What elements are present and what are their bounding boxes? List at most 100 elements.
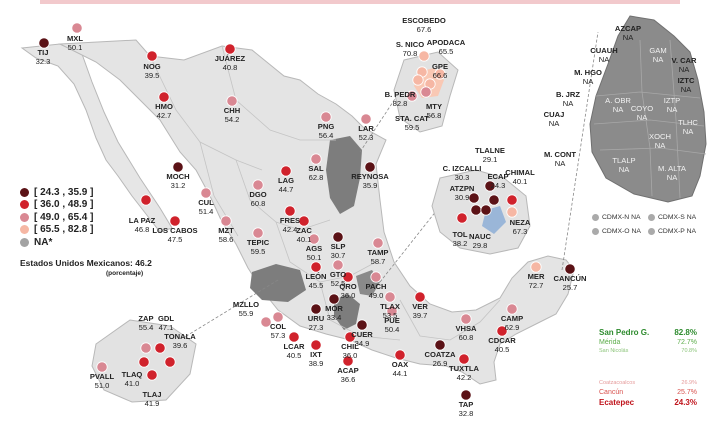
city-marker-cuer	[356, 319, 368, 331]
city-marker-los-cabos	[169, 215, 181, 227]
city-marker-dgo	[252, 179, 264, 191]
borough-value: NA	[682, 127, 694, 136]
city-label-b-pedr: B. PEDR 82.8	[385, 90, 416, 108]
city-label-ags: AGS 50.1	[306, 244, 322, 262]
city-marker-nog	[146, 50, 158, 62]
city-value: 33.4	[326, 313, 342, 322]
cdmx-zone-item: CDMX-S NA	[648, 214, 696, 221]
city-name: MZLLO	[232, 300, 260, 309]
legend-item: [ 36.0 , 48.9 ]	[20, 199, 93, 212]
city-label-la-paz: LA PAZ 46.8	[129, 216, 156, 234]
city-marker-neza	[506, 206, 518, 218]
city-value: 56.8	[426, 111, 442, 120]
city-label-mor: MOR 33.4	[325, 304, 343, 322]
city-marker-pvall	[96, 361, 108, 373]
zone-swatch	[592, 214, 599, 221]
city-label-col: COL 57.3	[270, 322, 286, 340]
city-value: 50.4	[384, 325, 400, 334]
city-label-oax: OAX 44.1	[392, 360, 408, 378]
city-label-tamp: TAMP 58.7	[368, 248, 389, 266]
legend-swatch	[20, 237, 29, 247]
city-marker-chh	[226, 95, 238, 107]
city-name: NAUC	[469, 232, 491, 241]
cdmx-label-b-jrz: B. JRZ NA	[556, 90, 580, 108]
na-region-northeast	[326, 136, 362, 214]
borough-name: M. CONT	[543, 150, 577, 159]
city-marker-canc-n	[564, 263, 576, 275]
city-label-coatza: COATZA 26.9	[424, 350, 455, 368]
city-value: 36.6	[340, 375, 356, 384]
cdmx-borders	[593, 39, 707, 199]
city-value: 57.3	[270, 331, 286, 340]
city-name: HMO	[155, 102, 173, 111]
city-name: LA PAZ	[128, 216, 156, 225]
cdmx-zone-item: CDMX-O NA	[592, 228, 641, 235]
city-value: 30.7	[330, 251, 346, 260]
city-label-apodaca: APODACA 65.5	[427, 38, 465, 56]
city-value: 65.5	[438, 47, 454, 56]
city-label-chil: CHIL 36.0	[341, 342, 359, 360]
borough-value: NA	[666, 173, 678, 182]
zone-swatch	[592, 228, 599, 235]
city-value: 35.9	[362, 181, 378, 190]
city-name: MOCH	[166, 172, 190, 181]
city-name: MXL	[66, 34, 84, 43]
city-marker-slp	[332, 231, 344, 243]
city-label-lcar: LCAR 40.5	[283, 342, 304, 360]
city-marker-tuxtla	[458, 353, 470, 365]
city-label-gdl: GDL 47.1	[158, 314, 174, 332]
city-label-hmo: HMO 42.7	[155, 102, 173, 120]
city-name: TAP	[458, 400, 474, 409]
city-value: 29.8	[472, 241, 488, 250]
city-label-pue: PUE 50.4	[384, 316, 400, 334]
city-name: TONALA	[164, 332, 196, 341]
city-value: 42.7	[156, 111, 172, 120]
cdmx-zone-item: CDMX-P NA	[648, 228, 696, 235]
city-marker-gdl	[154, 342, 166, 354]
city-label-ecap: ECAP 24.3	[487, 172, 508, 190]
borough-name: M. HGO	[574, 68, 602, 77]
city-value: 44.1	[392, 369, 408, 378]
city-label-sal: SAL 62.8	[308, 164, 323, 182]
city-name: CDCAR	[488, 336, 516, 345]
city-marker-png	[320, 111, 332, 123]
city-label-ixt: IXT 38.9	[309, 350, 324, 368]
city-value: 51.0	[94, 381, 110, 390]
city-name: GPE	[431, 62, 449, 71]
city-value: 25.7	[562, 283, 578, 292]
ranking-row: Ecatepec 24.3%	[596, 398, 700, 408]
city-value: 50.1	[67, 43, 83, 52]
city-marker-qro	[342, 271, 354, 283]
city-marker-moch	[172, 161, 184, 173]
zone-label: CDMX-O NA	[602, 228, 641, 235]
legend-label: NA*	[34, 236, 53, 248]
city-name: LCAR	[283, 342, 305, 351]
borough-name: IZTC	[677, 76, 695, 85]
city-name: MTY	[425, 102, 443, 111]
city-name: CAMP	[500, 314, 524, 323]
cdmx-label-cuauh: CUAUH NA	[590, 46, 617, 64]
city-value: 60.8	[250, 199, 266, 208]
cdmx-label-tlhc: TLHC NA	[678, 118, 698, 136]
legend-item: [ 24.3 , 35.9 ]	[20, 186, 93, 199]
city-name: TLAJ	[142, 390, 162, 399]
city-marker-ju-rez	[224, 43, 236, 55]
ranking-spacer	[596, 357, 700, 379]
city-label-nog: NOG 39.5	[143, 62, 160, 80]
borough-value: NA	[636, 113, 648, 122]
city-name: IXT	[310, 350, 322, 359]
city-value: 32.8	[458, 409, 474, 418]
city-name: COL	[269, 322, 287, 331]
city-marker-mor	[328, 293, 340, 305]
city-label-nauc: NAUC 29.8	[469, 232, 491, 250]
borough-name: IZTP	[663, 96, 681, 105]
ranking-row: San Pedro G. 82.8%	[596, 328, 700, 338]
city-label-camp: CAMP 62.9	[501, 314, 523, 332]
city-value: 41.9	[144, 399, 160, 408]
city-name: S. NICO	[395, 40, 425, 49]
city-name: REYNOSA	[351, 172, 389, 181]
city-name: LOS CABOS	[152, 226, 198, 235]
city-name: PACH	[365, 282, 387, 291]
city-marker-vhsa	[460, 313, 472, 325]
city-label-tonala: TONALA 39.6	[164, 332, 196, 350]
